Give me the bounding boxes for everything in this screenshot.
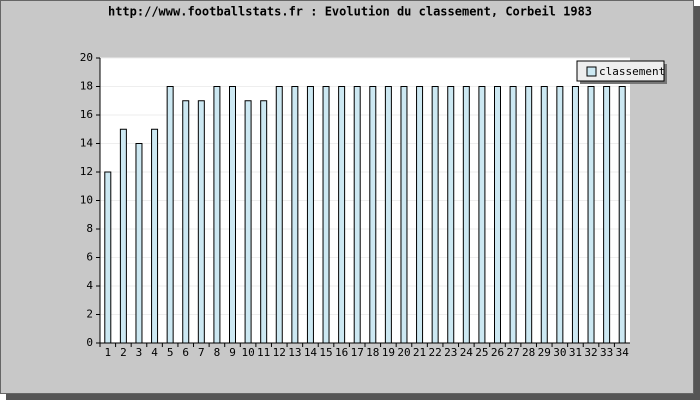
chart-title: http://www.footballstats.fr : Evolution …: [108, 5, 592, 19]
bar: [556, 86, 564, 344]
x-tick-label: 13: [288, 346, 301, 359]
x-tick-label: 24: [460, 346, 474, 359]
x-tick-label: 1: [104, 346, 111, 359]
bar: [135, 143, 143, 344]
bar: [353, 86, 361, 344]
y-tick-label: 18: [80, 80, 93, 93]
y-tick-label: 0: [86, 336, 93, 349]
legend-label: classement: [599, 65, 665, 78]
x-tick-label: 32: [584, 346, 597, 359]
x-tick-label: 20: [397, 346, 410, 359]
x-tick-label: 27: [506, 346, 519, 359]
x-tick-label: 34: [616, 346, 630, 359]
x-tick-label: 5: [167, 346, 174, 359]
x-tick-label: 2: [120, 346, 127, 359]
bar: [618, 86, 626, 344]
x-tick-label: 11: [257, 346, 270, 359]
bar: [338, 86, 346, 344]
bar: [603, 86, 611, 344]
bar: [104, 171, 112, 344]
x-tick-label: 26: [491, 346, 504, 359]
bar: [291, 86, 299, 344]
legend-box: [576, 60, 665, 82]
bar: [431, 86, 439, 344]
y-tick-label: 14: [80, 137, 94, 150]
x-tick-label: 7: [198, 346, 205, 359]
bar: [213, 86, 221, 344]
bar: [306, 86, 314, 344]
x-tick-label: 29: [538, 346, 551, 359]
y-tick-label: 20: [80, 51, 93, 64]
bar: [494, 86, 501, 344]
y-tick-label: 6: [86, 251, 93, 264]
bar: [509, 86, 517, 344]
bar: [166, 86, 174, 344]
bar: [478, 86, 486, 344]
bar: [260, 100, 268, 344]
x-tick-label: 33: [600, 346, 613, 359]
y-tick-label: 16: [80, 108, 93, 121]
x-tick-label: 17: [351, 346, 364, 359]
x-tick-label: 18: [366, 346, 379, 359]
x-tick-label: 10: [241, 346, 254, 359]
bar: [416, 86, 424, 344]
bar: [275, 86, 283, 344]
bar: [244, 100, 252, 344]
x-tick-label: 16: [335, 346, 348, 359]
bar: [525, 86, 533, 344]
x-tick-label: 28: [522, 346, 535, 359]
bar: [229, 86, 236, 344]
x-tick-label: 8: [214, 346, 221, 359]
bar: [197, 100, 205, 344]
bar: [182, 100, 190, 344]
x-tick-label: 25: [475, 346, 488, 359]
bar: [322, 86, 330, 344]
bar: [571, 86, 579, 344]
bar: [447, 86, 455, 344]
x-tick-label: 15: [319, 346, 332, 359]
x-tick-label: 30: [553, 346, 566, 359]
x-tick-label: 21: [413, 346, 426, 359]
y-tick-label: 12: [80, 165, 93, 178]
bar: [400, 86, 408, 344]
x-tick-label: 23: [444, 346, 457, 359]
legend-swatch: [586, 66, 597, 77]
y-tick-label: 4: [86, 279, 93, 292]
bar: [540, 86, 548, 344]
y-tick-label: 8: [86, 222, 93, 235]
bar: [587, 86, 595, 344]
x-tick-label: 12: [273, 346, 286, 359]
x-tick-label: 4: [151, 346, 158, 359]
y-tick-label: 2: [86, 308, 93, 321]
bar: [151, 128, 159, 344]
x-tick-label: 6: [182, 346, 189, 359]
bar: [462, 86, 470, 344]
bar: [369, 86, 377, 344]
y-tick-label: 10: [80, 194, 93, 207]
x-tick-label: 31: [569, 346, 582, 359]
x-tick-label: 9: [229, 346, 236, 359]
x-tick-label: 22: [429, 346, 442, 359]
bar: [384, 86, 392, 344]
x-tick-label: 19: [382, 346, 395, 359]
x-tick-label: 14: [304, 346, 318, 359]
bar: [119, 128, 127, 344]
x-tick-label: 3: [136, 346, 143, 359]
